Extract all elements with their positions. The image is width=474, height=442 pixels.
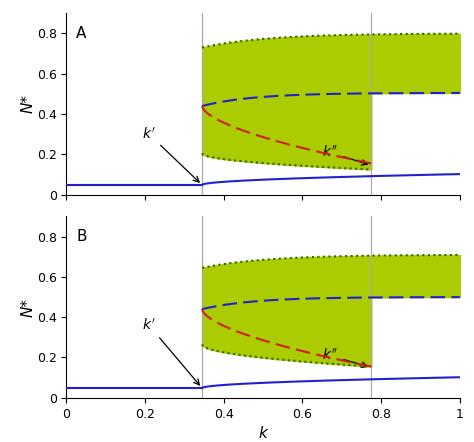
X-axis label: k: k [259,426,267,441]
Y-axis label: N*: N* [20,297,35,316]
Text: A: A [76,26,87,41]
Text: $k''$: $k''$ [322,348,367,367]
Text: $k''$: $k''$ [322,145,367,165]
Text: $k'$: $k'$ [142,318,200,385]
Text: $k'$: $k'$ [142,126,199,182]
Text: B: B [76,229,87,244]
Y-axis label: N*: N* [20,95,35,114]
